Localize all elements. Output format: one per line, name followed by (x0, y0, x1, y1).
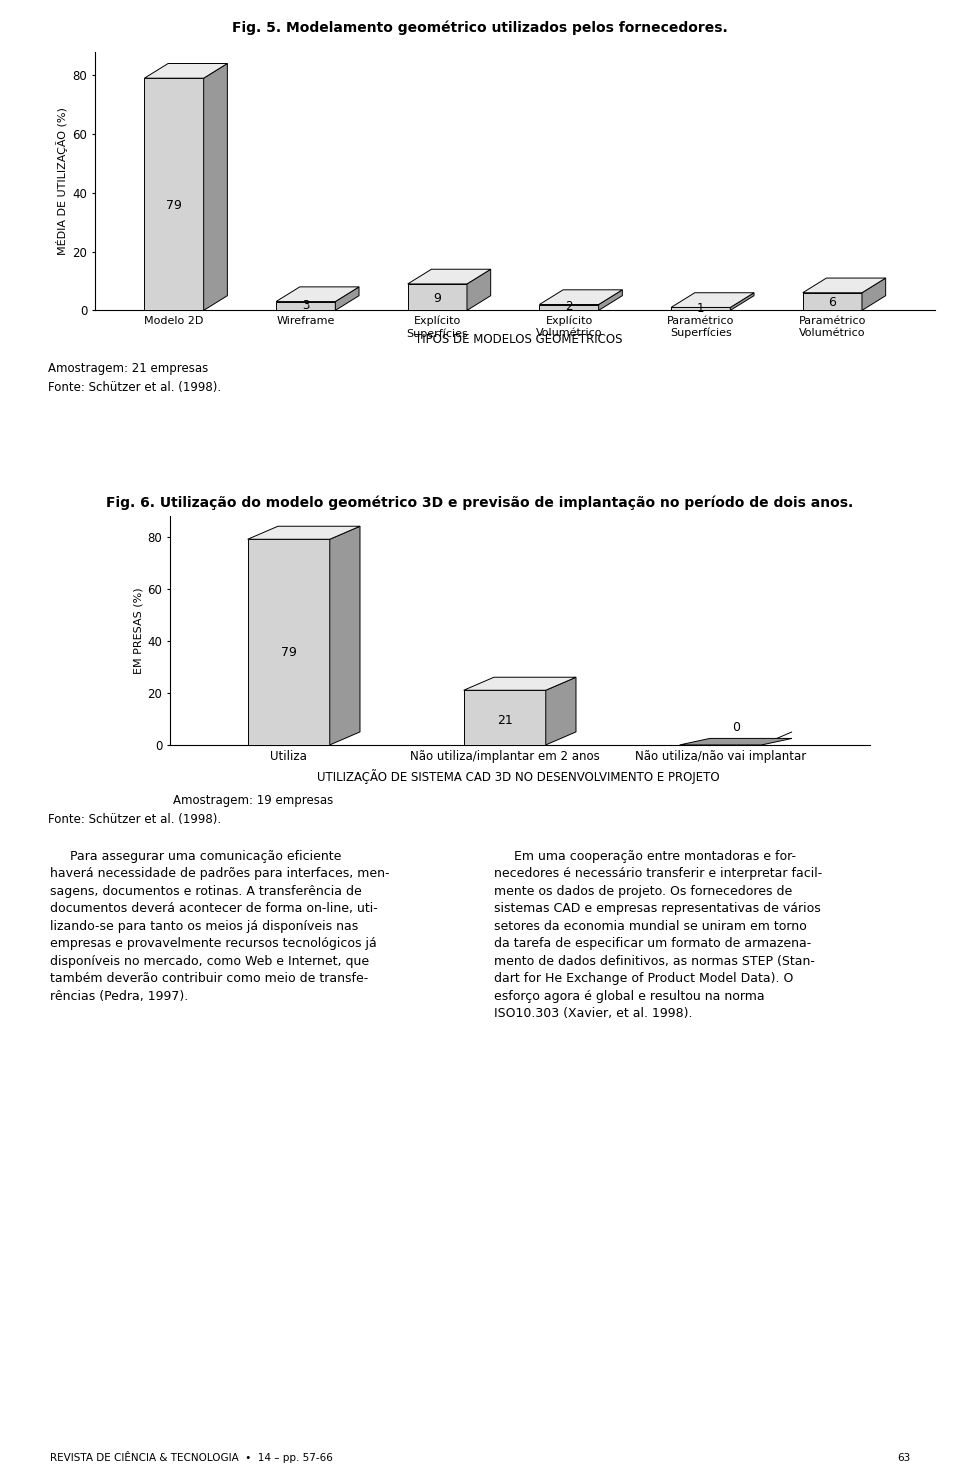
Text: Fonte: Schützer et al. (1998).: Fonte: Schützer et al. (1998). (48, 813, 221, 826)
Text: 79: 79 (166, 200, 182, 213)
Polygon shape (671, 293, 754, 307)
Polygon shape (464, 677, 576, 690)
Y-axis label: MÉDIA DE UTILIZAÇÃO (%): MÉDIA DE UTILIZAÇÃO (%) (57, 106, 68, 256)
Text: UTILIZAÇÃO DE SISTEMA CAD 3D NO DESENVOLVIMENTO E PROJETO: UTILIZAÇÃO DE SISTEMA CAD 3D NO DESENVOL… (317, 769, 720, 783)
Text: Amostragem: 21 empresas: Amostragem: 21 empresas (48, 362, 208, 375)
Polygon shape (599, 290, 622, 310)
Polygon shape (680, 739, 792, 745)
Polygon shape (204, 64, 228, 310)
Polygon shape (761, 732, 792, 745)
Text: Amostragem: 19 empresas: Amostragem: 19 empresas (173, 794, 333, 807)
Text: REVISTA DE CIÊNCIA & TECNOLOGIA  •  14 – pp. 57-66: REVISTA DE CIÊNCIA & TECNOLOGIA • 14 – p… (50, 1451, 333, 1463)
Polygon shape (335, 287, 359, 310)
Text: 1: 1 (697, 302, 705, 315)
Polygon shape (545, 677, 576, 745)
Polygon shape (731, 293, 754, 310)
Polygon shape (464, 690, 545, 745)
Polygon shape (803, 278, 886, 293)
Polygon shape (671, 307, 731, 310)
Text: 6: 6 (828, 296, 836, 309)
Polygon shape (540, 304, 599, 310)
Polygon shape (330, 526, 360, 745)
Text: Em uma cooperação entre montadoras e for-
necedores é necessário transferir e in: Em uma cooperação entre montadoras e for… (494, 850, 823, 1020)
Text: 2: 2 (565, 300, 573, 313)
Polygon shape (540, 290, 622, 304)
Text: Fig. 5. Modelamento geométrico utilizados pelos fornecedores.: Fig. 5. Modelamento geométrico utilizado… (232, 21, 728, 35)
Text: 21: 21 (497, 714, 513, 727)
Text: TIPOS DE MODELOS GEOMÉTRICOS: TIPOS DE MODELOS GEOMÉTRICOS (415, 333, 622, 346)
Polygon shape (276, 287, 359, 302)
Polygon shape (408, 269, 491, 284)
Polygon shape (803, 293, 862, 310)
Polygon shape (467, 269, 491, 310)
Text: Fonte: Schützer et al. (1998).: Fonte: Schützer et al. (1998). (48, 381, 221, 395)
Text: 3: 3 (302, 299, 309, 312)
Polygon shape (144, 78, 204, 310)
Polygon shape (144, 64, 228, 78)
Y-axis label: EM PRESAS (%): EM PRESAS (%) (133, 587, 143, 674)
Polygon shape (248, 539, 330, 745)
Polygon shape (248, 526, 360, 539)
Text: Para assegurar uma comunicação eficiente
haverá necessidade de padrões para inte: Para assegurar uma comunicação eficiente… (50, 850, 390, 1004)
Text: 63: 63 (897, 1453, 910, 1463)
Text: 9: 9 (433, 293, 442, 304)
Text: 79: 79 (280, 646, 297, 659)
Polygon shape (408, 284, 467, 310)
Polygon shape (276, 302, 335, 310)
Text: 0: 0 (732, 721, 740, 735)
Polygon shape (862, 278, 886, 310)
Text: Fig. 6. Utilização do modelo geométrico 3D e previsão de implantação no período : Fig. 6. Utilização do modelo geométrico … (107, 495, 853, 510)
